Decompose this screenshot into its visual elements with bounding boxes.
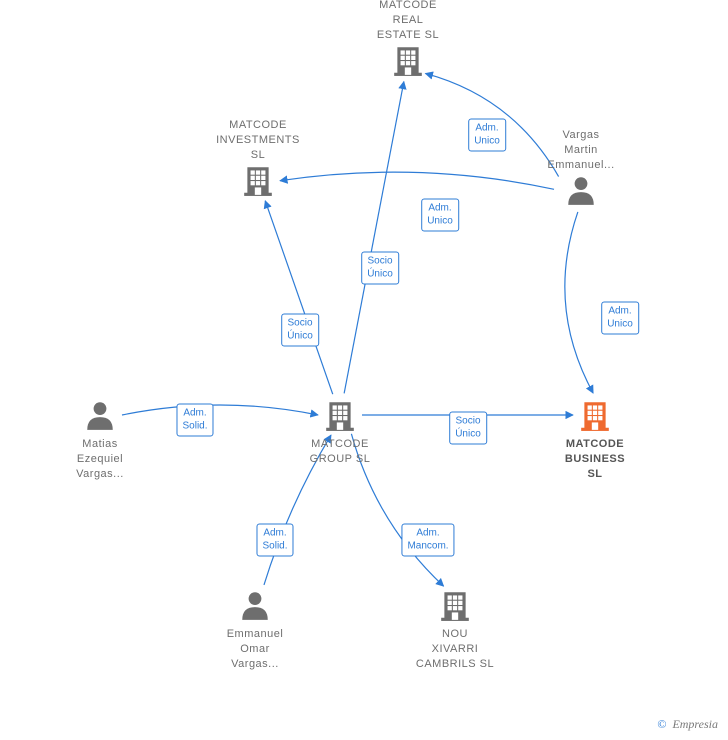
watermark-text: Empresia <box>672 717 718 731</box>
node-group[interactable]: MATCODEGROUP SL <box>280 398 400 467</box>
edge-label-vm_inv: Adm.Unico <box>421 199 459 232</box>
node-label: MATCODEREALESTATE SL <box>348 0 468 43</box>
person-icon <box>238 588 272 627</box>
node-matias[interactable]: MatiasEzequielVargas... <box>40 398 160 482</box>
person-icon <box>83 398 117 437</box>
copyright-symbol: © <box>657 717 666 731</box>
watermark: © Empresia <box>657 717 718 732</box>
edge-grp_inv <box>265 201 333 394</box>
company-icon <box>391 43 425 82</box>
company-icon <box>578 398 612 437</box>
node-label: MATCODEINVESTMENTSSL <box>198 118 318 163</box>
node-vargas_martin[interactable]: VargasMartinEmmanuel... <box>521 128 641 212</box>
edge-grp_re <box>344 82 404 394</box>
node-label: NOUXIVARRICAMBRILS SL <box>395 627 515 672</box>
node-label: MatiasEzequielVargas... <box>40 437 160 482</box>
edge-label-grp_nx: Adm.Mancom. <box>401 524 454 557</box>
edge-label-vm_re: Adm.Unico <box>468 119 506 152</box>
company-icon <box>438 588 472 627</box>
edge-label-vm_bus: Adm.Unico <box>601 302 639 335</box>
node-business[interactable]: MATCODEBUSINESSSL <box>535 398 655 482</box>
node-nou_xivarri[interactable]: NOUXIVARRICAMBRILS SL <box>395 588 515 672</box>
edge-vm_inv <box>280 172 554 189</box>
node-label: MATCODEGROUP SL <box>280 437 400 467</box>
diagram-canvas: MATCODEREALESTATE SL MATCODEINVESTMENTSS… <box>0 0 728 740</box>
company-icon <box>323 398 357 437</box>
edges-layer <box>0 0 728 740</box>
person-icon <box>564 173 598 212</box>
node-investments[interactable]: MATCODEINVESTMENTSSL <box>198 118 318 202</box>
edge-label-mat_grp: Adm.Solid. <box>176 404 213 437</box>
node-emmanuel_omar[interactable]: EmmanuelOmarVargas... <box>195 588 315 672</box>
node-label: MATCODEBUSINESSSL <box>535 437 655 482</box>
company-icon <box>241 163 275 202</box>
edge-label-grp_bus: SocioÚnico <box>449 412 487 445</box>
node-label: VargasMartinEmmanuel... <box>521 128 641 173</box>
node-real_estate[interactable]: MATCODEREALESTATE SL <box>348 0 468 82</box>
edge-label-grp_inv: SocioÚnico <box>281 314 319 347</box>
edge-label-grp_re: SocioÚnico <box>361 252 399 285</box>
node-label: EmmanuelOmarVargas... <box>195 627 315 672</box>
edge-label-eo_grp: Adm.Solid. <box>256 524 293 557</box>
edge-vm_bus <box>565 212 593 393</box>
